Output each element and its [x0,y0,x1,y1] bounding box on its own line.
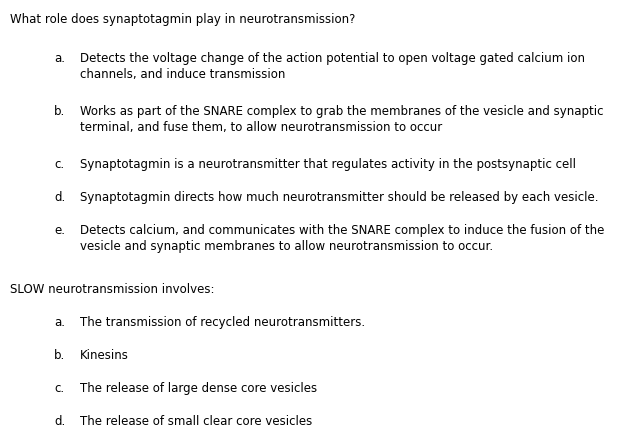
Text: SLOW neurotransmission involves:: SLOW neurotransmission involves: [10,283,215,296]
Text: Synaptotagmin directs how much neurotransmitter should be released by each vesic: Synaptotagmin directs how much neurotran… [80,191,599,204]
Text: Detects the voltage change of the action potential to open voltage gated calcium: Detects the voltage change of the action… [80,52,585,65]
Text: Detects calcium, and communicates with the SNARE complex to induce the fusion of: Detects calcium, and communicates with t… [80,224,604,237]
Text: What role does synaptotagmin play in neurotransmission?: What role does synaptotagmin play in neu… [10,13,356,26]
Text: The transmission of recycled neurotransmitters.: The transmission of recycled neurotransm… [80,316,365,329]
Text: b.: b. [54,105,65,118]
Text: a.: a. [54,52,65,65]
Text: b.: b. [54,349,65,362]
Text: Kinesins: Kinesins [80,349,129,362]
Text: a.: a. [54,316,65,329]
Text: The release of small clear core vesicles: The release of small clear core vesicles [80,415,312,428]
Text: c.: c. [54,382,64,395]
Text: The release of large dense core vesicles: The release of large dense core vesicles [80,382,317,395]
Text: e.: e. [54,224,65,237]
Text: Works as part of the SNARE complex to grab the membranes of the vesicle and syna: Works as part of the SNARE complex to gr… [80,105,604,118]
Text: Synaptotagmin is a neurotransmitter that regulates activity in the postsynaptic : Synaptotagmin is a neurotransmitter that… [80,158,576,171]
Text: d.: d. [54,415,65,428]
Text: channels, and induce transmission: channels, and induce transmission [80,68,285,81]
Text: d.: d. [54,191,65,204]
Text: c.: c. [54,158,64,171]
Text: terminal, and fuse them, to allow neurotransmission to occur: terminal, and fuse them, to allow neurot… [80,121,442,134]
Text: vesicle and synaptic membranes to allow neurotransmission to occur.: vesicle and synaptic membranes to allow … [80,240,493,253]
